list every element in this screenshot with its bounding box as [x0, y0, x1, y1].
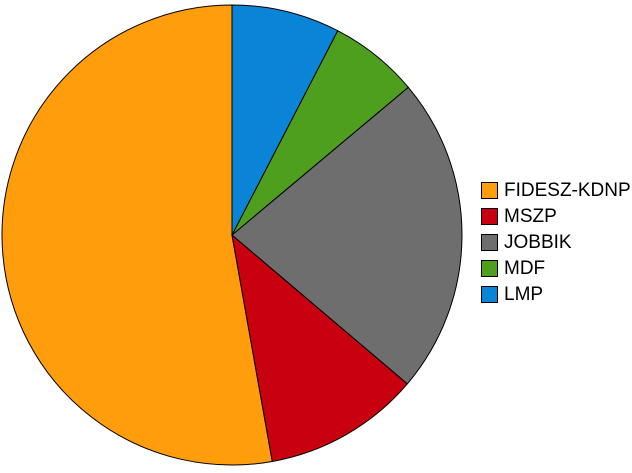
legend-label: JOBBIK — [504, 231, 572, 253]
legend-label: MDF — [504, 257, 546, 279]
legend-swatch-icon — [481, 285, 498, 303]
pie-slice-fidesz-kdnp — [1, 4, 273, 466]
legend-label: FIDESZ-KDNP — [504, 179, 631, 201]
legend: FIDESZ-KDNP MSZP JOBBIK MDF LMP — [481, 177, 631, 307]
legend-swatch-icon — [481, 233, 498, 251]
legend-label: LMP — [504, 283, 544, 305]
legend-item-lmp: LMP — [481, 281, 631, 307]
pie-slice-jobbik — [231, 86, 463, 385]
legend-swatch-icon — [481, 181, 498, 199]
pie-slice-mszp — [231, 233, 409, 463]
legend-item-mdf: MDF — [481, 255, 631, 281]
legend-swatch-icon — [481, 259, 498, 277]
pie-slice-lmp — [231, 4, 339, 236]
legend-item-jobbik: JOBBIK — [481, 229, 631, 255]
legend-item-mszp: MSZP — [481, 203, 631, 229]
legend-item-fidesz-kdnp: FIDESZ-KDNP — [481, 177, 631, 203]
legend-swatch-icon — [481, 207, 498, 225]
legend-label: MSZP — [504, 205, 557, 227]
